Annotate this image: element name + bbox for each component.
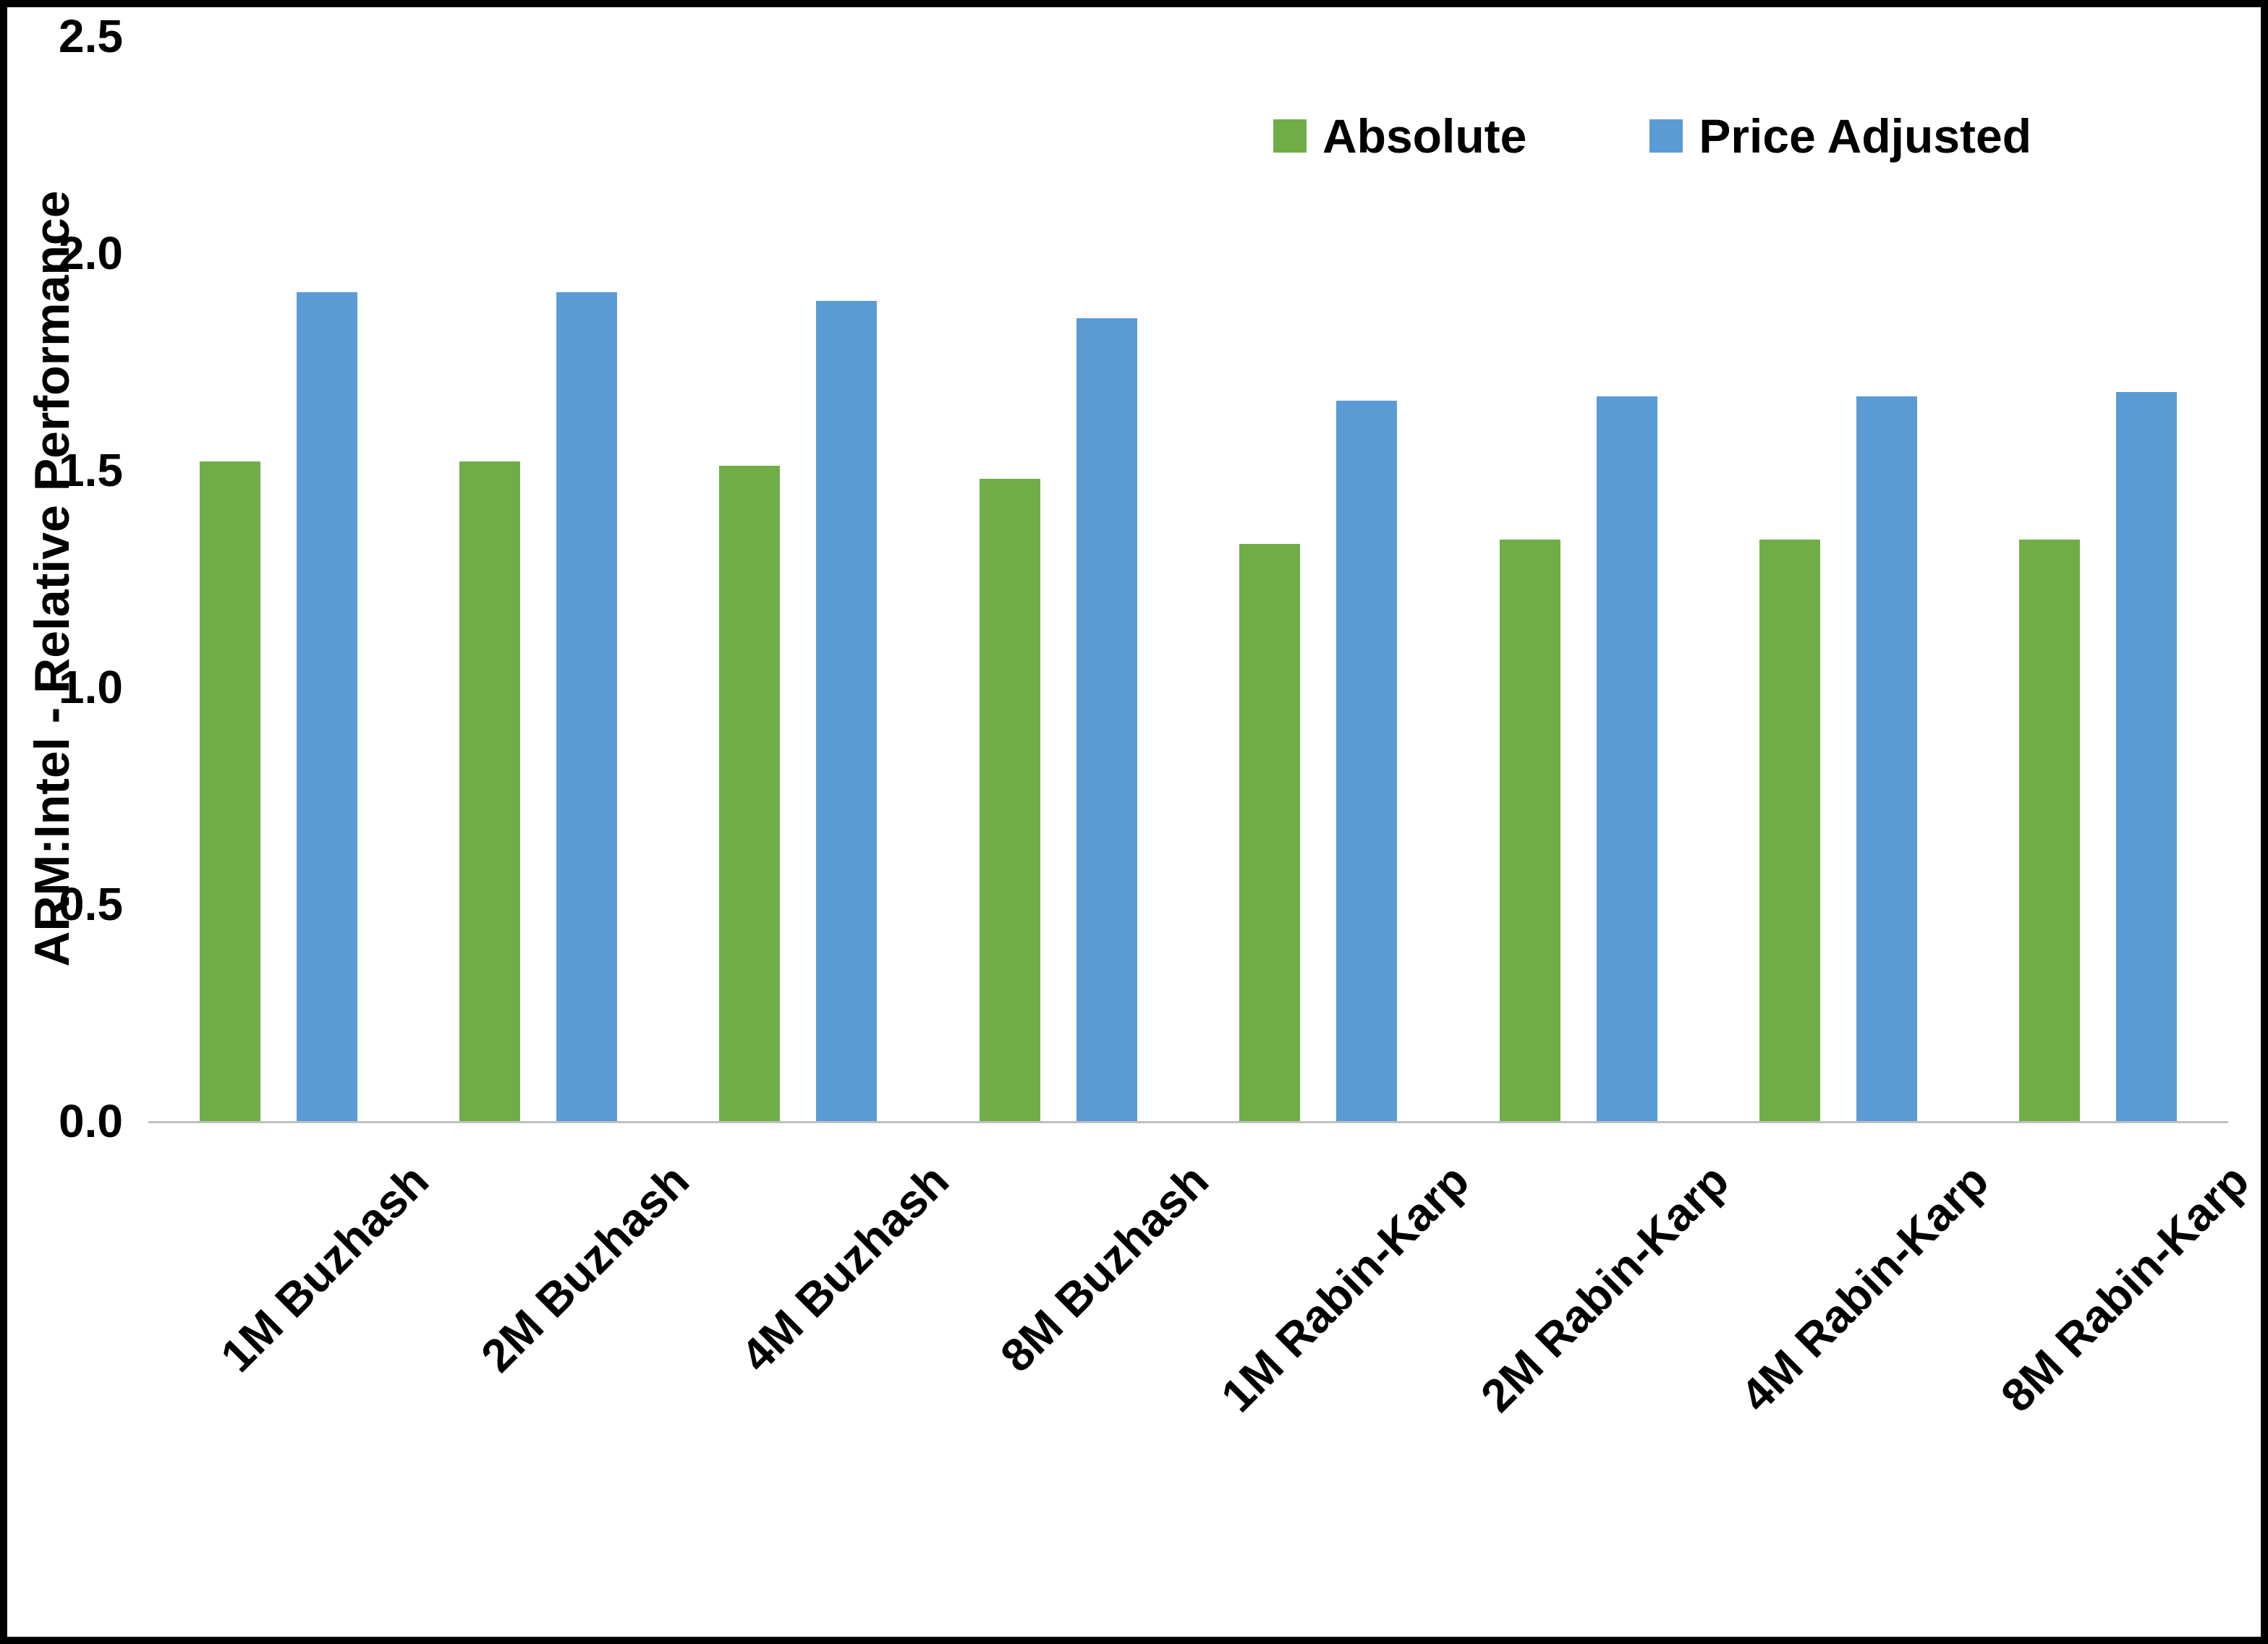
y-tick-label: 0.0 [59, 1095, 123, 1147]
bar-price-adjusted [556, 292, 618, 1121]
bar-price-adjusted [1076, 318, 1137, 1121]
x-category-label: 8M Buzhash [990, 1154, 1219, 1382]
x-category-label: 4M Buzhash [731, 1154, 959, 1382]
legend-item-price-adjusted: Price Adjusted [1649, 108, 2031, 163]
y-tick-label: 2.0 [59, 227, 123, 279]
x-category-label: 1M Rabin-Karp [1210, 1154, 1479, 1422]
bar-absolute [719, 466, 781, 1121]
y-axis-title: ARM:Intel - Relative Performance [25, 190, 80, 967]
legend-label: Absolute [1322, 109, 1527, 163]
y-tick-label: 1.5 [59, 444, 123, 496]
legend-label: Price Adjusted [1699, 109, 2032, 163]
bar-price-adjusted [816, 301, 878, 1121]
bar-absolute [979, 479, 1040, 1121]
y-tick-label: 1.0 [59, 661, 123, 713]
y-tick-label: 2.5 [59, 10, 123, 62]
bar-price-adjusted [2116, 392, 2178, 1121]
legend-item-absolute: Absolute [1273, 108, 1526, 163]
x-category-label: 4M Rabin-Karp [1730, 1154, 1999, 1422]
x-category-label: 2M Buzhash [470, 1154, 699, 1382]
bar-price-adjusted [296, 292, 357, 1121]
bar-absolute [1759, 540, 1820, 1121]
legend: Absolute Price Adjusted [1273, 108, 2031, 163]
bar-absolute [459, 461, 521, 1121]
y-tick-label: 0.5 [59, 878, 123, 930]
bar-absolute [199, 461, 260, 1121]
bar-price-adjusted [1596, 396, 1657, 1121]
x-category-label: 2M Rabin-Karp [1470, 1154, 1739, 1422]
bar-price-adjusted [1856, 396, 1917, 1121]
bar-price-adjusted [1336, 401, 1398, 1121]
x-category-label: 1M Buzhash [211, 1154, 439, 1382]
bar-absolute [2019, 540, 2081, 1121]
bar-absolute [1239, 544, 1301, 1121]
plot-area [148, 36, 2228, 1123]
bar-absolute [1499, 540, 1560, 1121]
x-category-label: 8M Rabin-Karp [1990, 1154, 2259, 1422]
legend-swatch-icon [1649, 119, 1683, 153]
legend-swatch-icon [1273, 119, 1307, 153]
